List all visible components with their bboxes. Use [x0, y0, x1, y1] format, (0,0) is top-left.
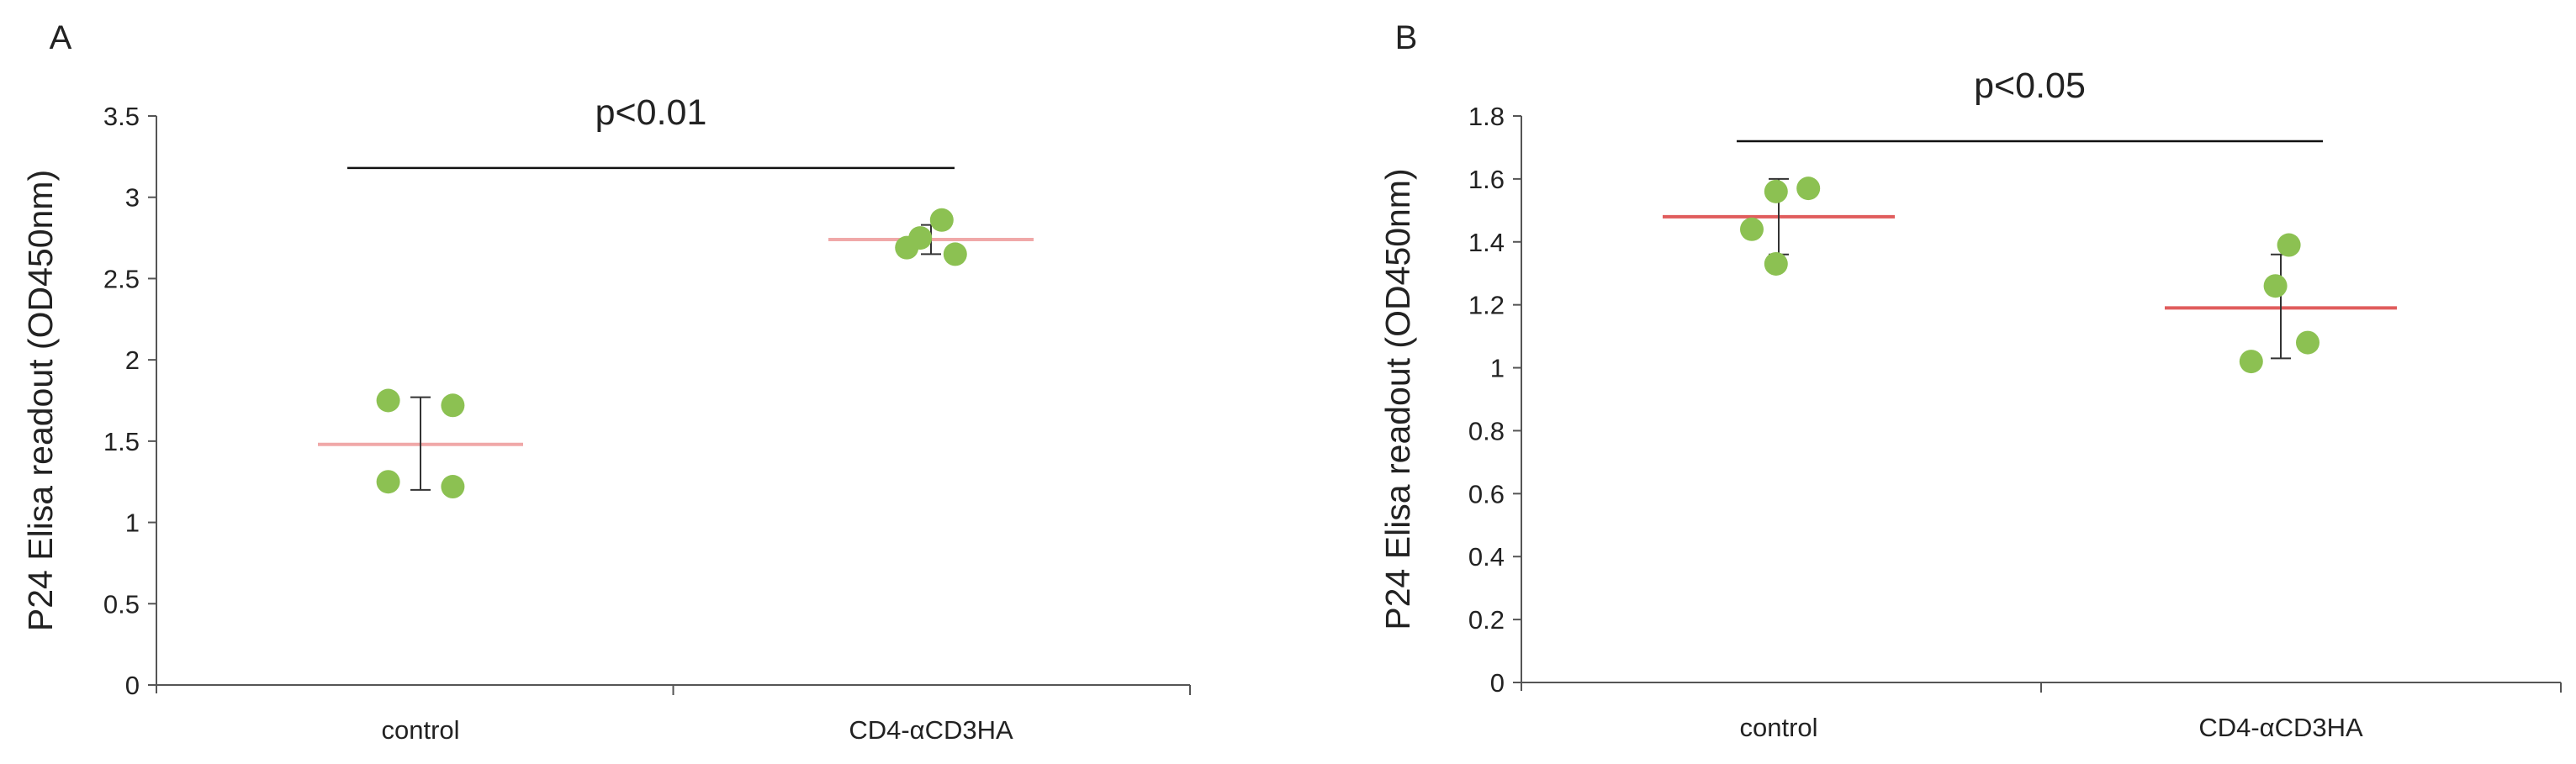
data-point-a [908, 226, 933, 250]
data-point-a [441, 475, 465, 499]
y-tick-label-a: 0.5 [103, 589, 140, 619]
data-point-a [929, 208, 954, 232]
panel-label-a: A [50, 19, 72, 56]
y-tick-label-b: 0 [1490, 668, 1505, 698]
y-axis-title-b: P24 Elisa readout (OD450nm) [1378, 168, 1417, 630]
y-axis-title-a: P24 Elisa readout (OD450nm) [21, 170, 60, 631]
y-tick-label-a: 1.5 [103, 427, 140, 456]
panel-b-chart: B 0 0.2 0.4 0.6 0.8 1 1.2 1.4 1.6 1.8 control CD4-αC… [1378, 19, 2562, 742]
y-tick-label-b: 0.4 [1468, 542, 1505, 572]
x-category-label-b: CD4-αCD3HA [2198, 713, 2363, 742]
panel-label-b: B [1395, 19, 1418, 56]
y-tick-label-b: 0.8 [1468, 416, 1505, 445]
data-point-b [1796, 177, 1821, 201]
data-point-a [376, 470, 400, 494]
data-point-a [441, 393, 465, 418]
y-tick-label-a: 2.5 [103, 264, 140, 293]
data-point-a [943, 242, 967, 266]
data-point-b [1740, 217, 1764, 241]
y-tick-label-a: 3 [125, 183, 140, 213]
data-point-b [1764, 251, 1788, 276]
y-tick-label-b: 1.2 [1468, 291, 1505, 320]
y-tick-label-b: 1.4 [1468, 228, 1505, 257]
x-category-label-a: CD4-αCD3HA [849, 715, 1013, 745]
x-category-label-a: control [381, 715, 459, 745]
significance-label-a: p<0.01 [595, 92, 707, 133]
y-tick-label-a: 3.5 [103, 102, 140, 131]
data-point-b [2239, 350, 2263, 374]
data-point-b [1764, 179, 1788, 203]
data-point-b [2263, 274, 2288, 298]
y-tick-label-b: 1.6 [1468, 165, 1505, 194]
x-category-label-b: control [1739, 713, 1817, 742]
y-tick-label-a: 1 [125, 508, 140, 538]
y-tick-label-a: 2 [125, 345, 140, 375]
y-tick-label-b: 1.8 [1468, 102, 1505, 131]
data-point-a [376, 388, 400, 413]
significance-label-b: p<0.05 [1974, 66, 2086, 106]
data-point-b [2277, 233, 2301, 257]
y-tick-label-b: 0.6 [1468, 479, 1505, 508]
y-tick-label-b: 1 [1490, 354, 1505, 383]
y-tick-label-a: 0 [125, 671, 140, 700]
panel-a-chart: A 0 0.5 1 1.5 2 2.5 3 3.5 control CD4-αCD3HA P24 El… [21, 19, 1191, 745]
y-tick-label-b: 0.2 [1468, 605, 1505, 635]
data-point-b [2296, 330, 2319, 355]
